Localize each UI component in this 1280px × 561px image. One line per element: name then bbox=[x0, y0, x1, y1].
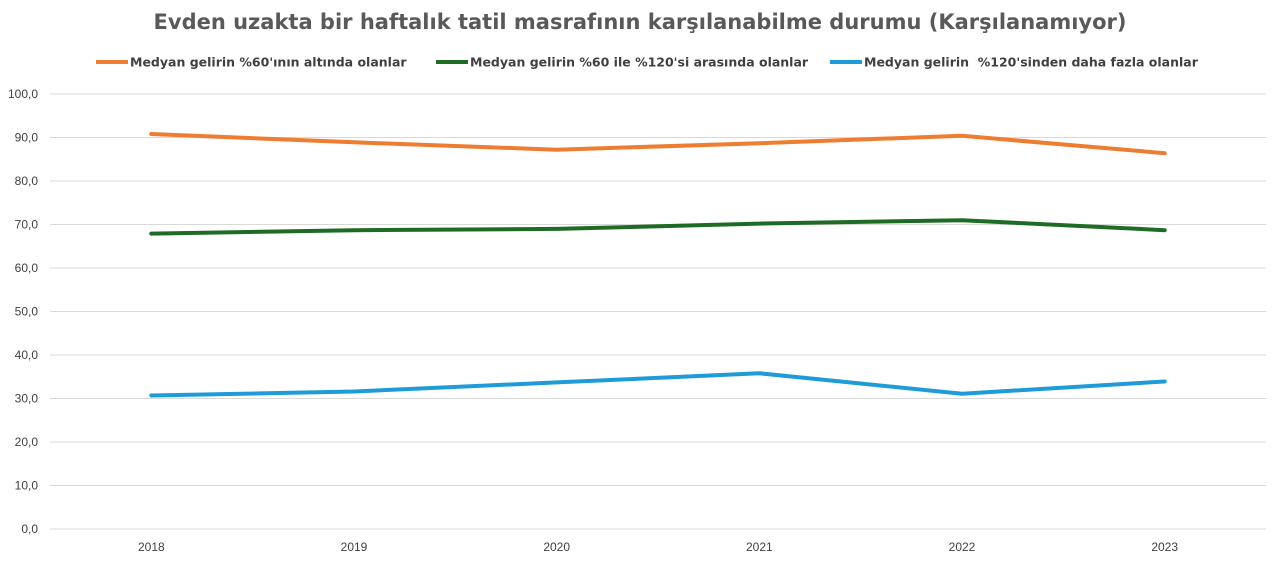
data-point bbox=[1163, 380, 1167, 384]
legend-label-2: Medyan gelirin %60 ile %120'si arasında … bbox=[470, 55, 809, 70]
y-tick-label: 30,0 bbox=[15, 392, 39, 406]
x-tick-label: 2018 bbox=[138, 540, 165, 554]
x-tick-label: 2019 bbox=[341, 540, 368, 554]
gridlines bbox=[50, 93, 1266, 530]
y-tick-label: 70,0 bbox=[15, 218, 39, 232]
y-tick-label: 50,0 bbox=[15, 305, 39, 319]
data-point bbox=[149, 393, 153, 397]
data-point bbox=[352, 228, 356, 232]
y-tick-label: 20,0 bbox=[15, 435, 39, 449]
data-point bbox=[352, 390, 356, 394]
data-point bbox=[555, 148, 559, 152]
data-point bbox=[149, 232, 153, 236]
data-point bbox=[960, 218, 964, 222]
x-tick-label: 2023 bbox=[1151, 540, 1178, 554]
x-tick-label: 2020 bbox=[543, 540, 570, 554]
chart-title: Evden uzakta bir haftalık tatil masrafın… bbox=[154, 10, 1127, 34]
x-axis: 2018 2019 2020 2021 2022 2023 bbox=[138, 540, 1178, 554]
x-tick-label: 2021 bbox=[746, 540, 773, 554]
y-tick-label: 90,0 bbox=[15, 131, 39, 145]
data-point bbox=[757, 141, 761, 145]
y-tick-label: 80,0 bbox=[15, 174, 39, 188]
series-line-3 bbox=[149, 371, 1167, 398]
y-tick-label: 40,0 bbox=[15, 348, 39, 362]
legend: Medyan gelirin %60'ının altında olanlar M… bbox=[96, 55, 1199, 70]
data-point bbox=[555, 380, 559, 384]
series-group bbox=[149, 132, 1167, 398]
y-tick-label: 100,0 bbox=[8, 87, 38, 101]
y-axis: 0,0 10,0 20,0 30,0 40,0 50,0 60,0 70,0 80,0 90,0 1… bbox=[8, 87, 38, 536]
data-point bbox=[1163, 151, 1167, 155]
legend-label-3: Medyan gelirin %120'sinden daha fazla ol… bbox=[864, 55, 1199, 70]
series-line-1 bbox=[149, 132, 1167, 156]
data-point bbox=[149, 132, 153, 136]
data-point bbox=[352, 140, 356, 144]
data-point bbox=[555, 227, 559, 231]
data-point bbox=[960, 392, 964, 396]
data-point bbox=[757, 222, 761, 226]
y-tick-label: 10,0 bbox=[15, 479, 39, 493]
y-tick-label: 60,0 bbox=[15, 261, 39, 275]
y-tick-label: 0,0 bbox=[21, 522, 38, 536]
data-point bbox=[960, 134, 964, 138]
series-line-2 bbox=[149, 218, 1167, 236]
legend-label-1: Medyan gelirin %60'ının altında olanlar bbox=[130, 55, 407, 70]
data-point bbox=[1163, 228, 1167, 232]
x-tick-label: 2022 bbox=[949, 540, 976, 554]
data-point bbox=[757, 371, 761, 375]
